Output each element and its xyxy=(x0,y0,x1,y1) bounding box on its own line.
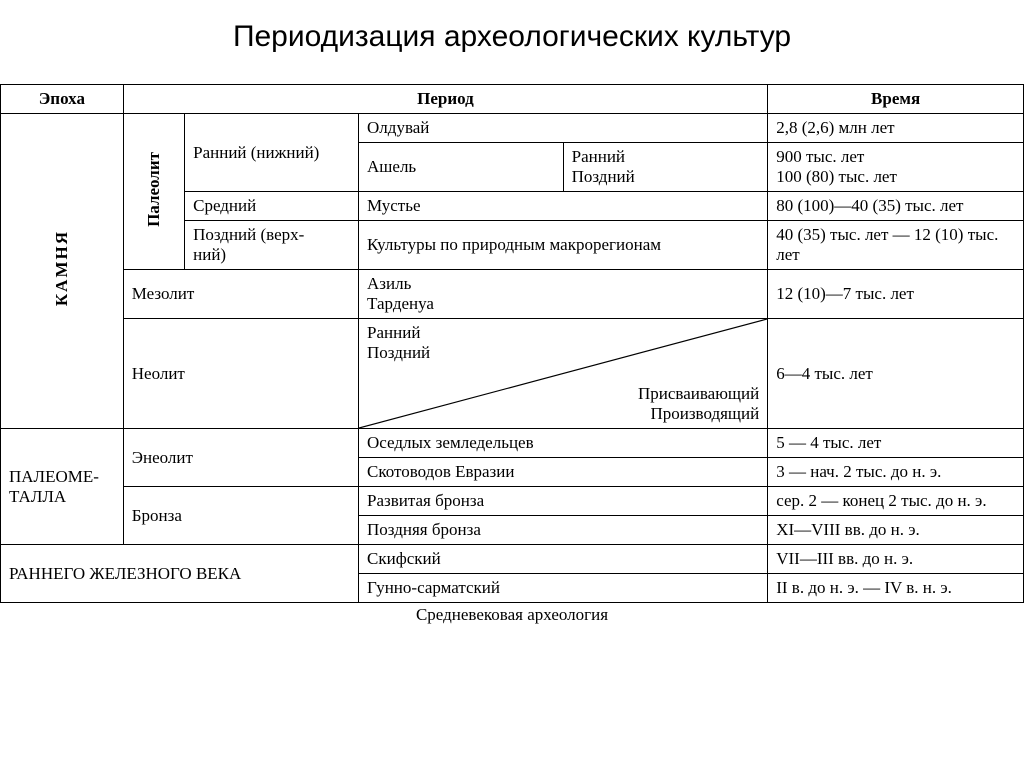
time-ashel: 900 тыс. лет 100 (80) тыс. лет xyxy=(768,143,1024,192)
ashel-early: Ранний xyxy=(572,147,625,166)
sub-late-upper: Поздний (верх- ний) xyxy=(185,221,359,270)
time-late-bronze: XI—VIII вв. до н. э. xyxy=(768,516,1024,545)
footer-text: Средневековая археология xyxy=(0,603,1024,625)
time-macroregion: 40 (35) тыс. лет — 12 (10) тыс. лет xyxy=(768,221,1024,270)
header-time: Время xyxy=(768,85,1024,114)
epoch-stone-label: КАМНЯ xyxy=(52,230,72,306)
periodization-table: Эпоха Период Время КАМНЯ Палеолит Ранний… xyxy=(0,84,1024,603)
time-dev-bronze: сер. 2 — конец 2 тыс. до н. э. xyxy=(768,487,1024,516)
sub-early-lower: Ранний (нижний) xyxy=(185,114,359,192)
time-azil: 12 (10)—7 тыс. лет xyxy=(768,270,1024,319)
table-row: Бронза Развитая бронза сер. 2 — конец 2 … xyxy=(1,487,1024,516)
table-row: Мезолит Азиль Тарденуа 12 (10)—7 тыс. ле… xyxy=(1,270,1024,319)
culture-olduvai: Олдувай xyxy=(359,114,768,143)
culture-scythian: Скифский xyxy=(359,545,768,574)
period-bronze: Бронза xyxy=(123,487,358,545)
table-row: КАМНЯ Палеолит Ранний (нижний) Олдувай 2… xyxy=(1,114,1024,143)
neolit-diagonal-cell: Ранний Поздний Присваивающий Производящи… xyxy=(359,319,768,429)
period-mesolit: Мезолит xyxy=(123,270,358,319)
neolit-top-text: Ранний Поздний xyxy=(367,323,430,363)
time-muste: 80 (100)—40 (35) тыс. лет xyxy=(768,192,1024,221)
table-row: Неолит Ранний Поздний Присваивающий Прои… xyxy=(1,319,1024,429)
culture-muste: Мустье xyxy=(359,192,768,221)
time-settled: 5 — 4 тыс. лет xyxy=(768,429,1024,458)
time-hunno: II в. до н. э. — IV в. н. э. xyxy=(768,574,1024,603)
table-row: РАННЕГО ЖЕЛЕЗНОГО ВЕКА Скифский VII—III … xyxy=(1,545,1024,574)
ashel-late: Поздний xyxy=(572,167,635,186)
header-period: Период xyxy=(123,85,767,114)
culture-macroregion: Культуры по природным макрорегионам xyxy=(359,221,768,270)
sub-middle: Средний xyxy=(185,192,359,221)
epoch-iron: РАННЕГО ЖЕЛЕЗНОГО ВЕКА xyxy=(1,545,359,603)
culture-hunno: Гунно-сарматский xyxy=(359,574,768,603)
time-pastoral: 3 — нач. 2 тыс. до н. э. xyxy=(768,458,1024,487)
neolit-bot-text: Присваивающий Производящий xyxy=(638,384,759,424)
header-epoch: Эпоха xyxy=(1,85,124,114)
culture-azil: Азиль Тарденуа xyxy=(359,270,768,319)
culture-dev-bronze: Развитая бронза xyxy=(359,487,768,516)
table-row: ПАЛЕОМЕ- ТАЛЛА Энеолит Оседлых земледель… xyxy=(1,429,1024,458)
culture-ashel-phases: Ранний Поздний xyxy=(563,143,768,192)
epoch-stone-cell: КАМНЯ xyxy=(1,114,124,429)
period-paleolit-cell: Палеолит xyxy=(123,114,184,270)
culture-late-bronze: Поздняя бронза xyxy=(359,516,768,545)
period-paleolit-label: Палеолит xyxy=(144,152,164,227)
page-title: Периодизация археологических культур xyxy=(0,20,1024,54)
period-eneolit: Энеолит xyxy=(123,429,358,487)
culture-settled: Оседлых земледельцев xyxy=(359,429,768,458)
epoch-paleometal: ПАЛЕОМЕ- ТАЛЛА xyxy=(1,429,124,545)
time-scythian: VII—III вв. до н. э. xyxy=(768,545,1024,574)
period-neolit: Неолит xyxy=(123,319,358,429)
time-neolit: 6—4 тыс. лет xyxy=(768,319,1024,429)
table-header-row: Эпоха Период Время xyxy=(1,85,1024,114)
culture-ashel: Ашель xyxy=(359,143,564,192)
time-olduvai: 2,8 (2,6) млн лет xyxy=(768,114,1024,143)
culture-pastoral: Скотоводов Евразии xyxy=(359,458,768,487)
